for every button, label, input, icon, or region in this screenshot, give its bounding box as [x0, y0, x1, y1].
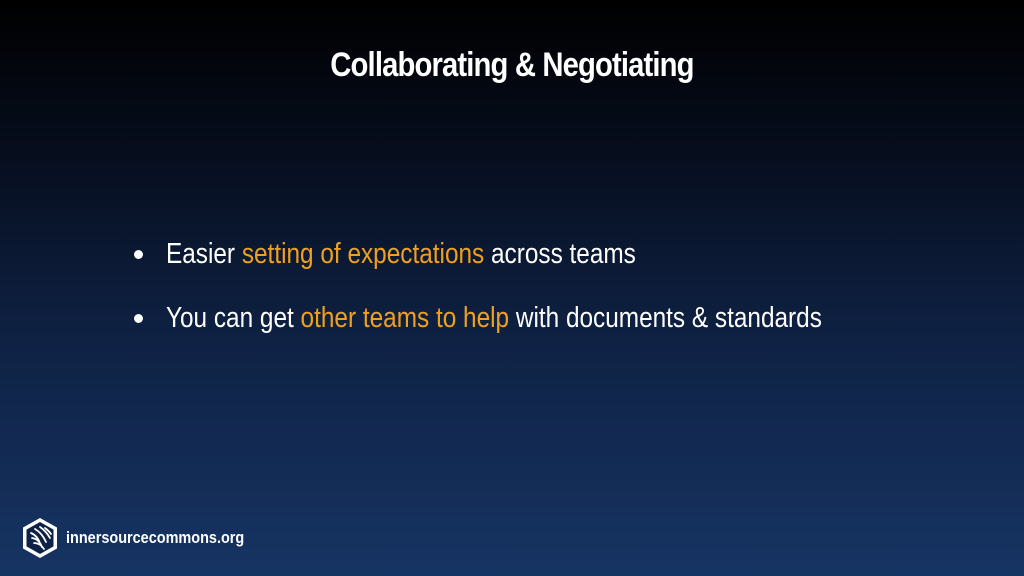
innersource-hexagon-icon: [23, 518, 57, 558]
bullet-item: Easier setting of expectations across te…: [132, 232, 992, 276]
bullet-item: You can get other teams to help with doc…: [132, 296, 992, 340]
bullet-dot-icon: [134, 250, 143, 259]
bullet-dot-icon: [134, 314, 143, 323]
slide-title: Collaborating & Negotiating: [330, 46, 694, 84]
bullet-list: Easier setting of expectations across te…: [132, 232, 992, 360]
bullet-text: You can get other teams to help with doc…: [166, 296, 822, 340]
bullet-text-start: Easier: [166, 238, 242, 270]
bullet-highlight: other teams to help: [300, 302, 510, 334]
bullet-text-end: across teams: [484, 238, 636, 270]
bullet-highlight: setting of expectations: [241, 238, 485, 270]
bullet-text-end: with documents & standards: [509, 302, 822, 334]
bullet-text-start: You can get: [166, 302, 301, 334]
bullet-text: Easier setting of expectations across te…: [166, 232, 636, 276]
footer: innersourcecommons.org: [20, 516, 276, 560]
footer-url: innersourcecommons.org: [66, 528, 245, 547]
